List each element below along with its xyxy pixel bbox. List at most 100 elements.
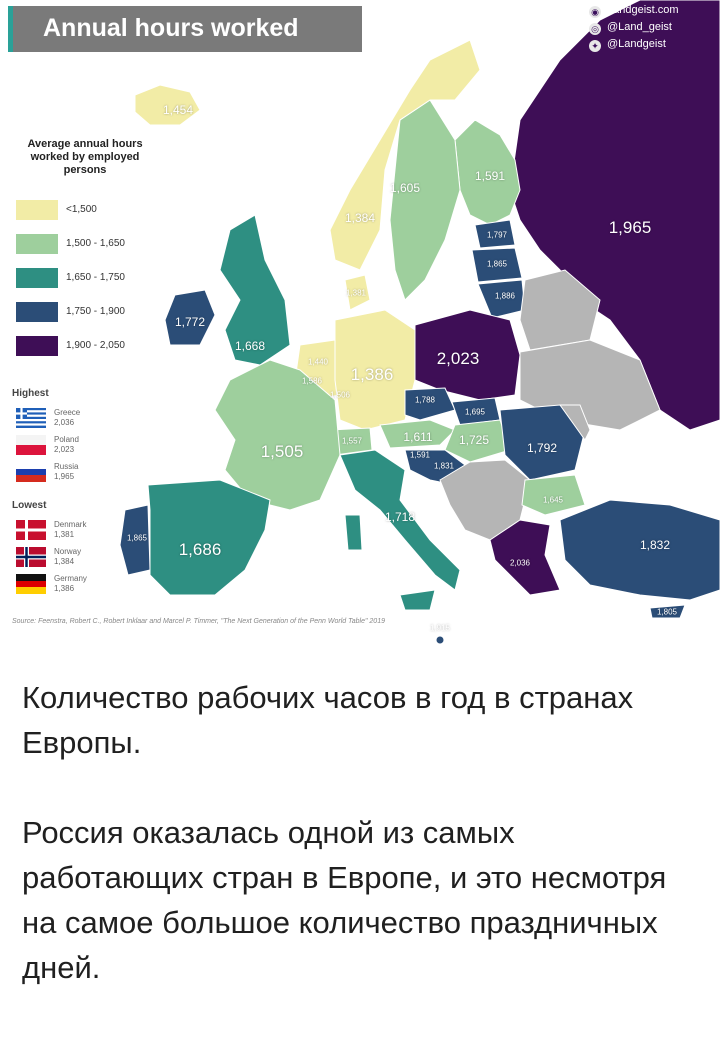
value-finland: 1,591 <box>474 169 506 183</box>
region-germany <box>334 309 416 431</box>
value-belgium: 1,586 <box>301 376 323 386</box>
value-romania: 1,792 <box>526 441 558 455</box>
legend-item: 1,750 - 1,900 <box>16 302 176 324</box>
region-cyprus <box>649 604 686 619</box>
caption-line-1: Количество рабочих часов в год в странах… <box>22 680 634 760</box>
instagram-handle: ◎ @Land_geist <box>589 21 714 38</box>
region-portugal <box>119 504 151 576</box>
value-france: 1,505 <box>260 442 304 461</box>
flag-greece-icon <box>16 408 46 428</box>
ranking-label: Russia 1,965 <box>54 462 79 481</box>
region-latvia <box>471 247 523 283</box>
ranking-item: Germany 1,386 <box>16 574 136 600</box>
region-finland <box>454 119 521 226</box>
region-norway <box>329 39 481 271</box>
legend-label: 1,750 - 1,900 <box>66 306 125 317</box>
value-croatia: 1,831 <box>433 461 455 471</box>
website-handle: ◉ Landgeist.com <box>589 4 714 21</box>
map-title: Annual hours worked <box>43 14 299 42</box>
region-austria <box>379 419 456 449</box>
value-estonia: 1,797 <box>486 230 508 240</box>
value-luxembourg: 1,506 <box>329 390 351 400</box>
region-czechia <box>404 387 456 421</box>
map-title-banner: Annual hours worked <box>8 6 362 52</box>
region-ireland <box>164 289 216 346</box>
ranking-label: Greece 2,036 <box>54 408 81 427</box>
europe-map-svg <box>119 0 720 645</box>
region-denmark <box>344 274 371 311</box>
ranking-label: Denmark 1,381 <box>54 520 87 539</box>
source-note: Source: Feenstra, Robert C., Robert Inkl… <box>12 618 385 625</box>
legend-swatch <box>16 302 58 322</box>
value-poland: 2,023 <box>436 349 480 368</box>
region-spain <box>147 479 271 596</box>
value-greece: 2,036 <box>509 558 531 568</box>
region-sweden <box>389 99 461 301</box>
ranking-item: Greece 2,036 <box>16 408 136 434</box>
legend-label: <1,500 <box>66 204 97 215</box>
legend-label: 1,650 - 1,750 <box>66 272 125 283</box>
legend-swatch <box>16 268 58 288</box>
value-lithuania: 1,886 <box>494 291 516 301</box>
ranking-item: Poland 2,023 <box>16 435 136 461</box>
value-germany: 1,386 <box>350 365 394 384</box>
legend-title: Average annual hours worked by employed … <box>27 138 143 176</box>
twitter-handle: ✦ @Landgeist <box>589 38 714 55</box>
region-france <box>214 359 341 511</box>
value-slovenia: 1,591 <box>409 450 431 460</box>
value-sweden: 1,605 <box>389 181 421 195</box>
legend-swatch <box>16 234 58 254</box>
region-greece <box>489 519 561 596</box>
value-uk: 1,668 <box>234 339 266 353</box>
value-spain: 1,686 <box>178 540 222 559</box>
value-netherlands: 1,440 <box>307 357 329 367</box>
region-turkey <box>559 499 720 601</box>
value-switzerland: 1,557 <box>341 436 363 446</box>
ranking-item: Norway 1,384 <box>16 547 136 573</box>
value-russia: 1,965 <box>608 218 652 237</box>
value-austria: 1,611 <box>403 430 433 444</box>
value-cyprus: 1,805 <box>656 607 678 617</box>
choropleth-map: Annual hours worked ◉ Landgeist.com ◎ @Lan… <box>8 0 720 645</box>
legend-label: 1,500 - 1,650 <box>66 238 125 249</box>
value-portugal: 1,865 <box>126 533 148 543</box>
flag-denmark-icon <box>16 520 46 540</box>
region-malta <box>435 635 445 645</box>
legend-label: 1,900 - 2,050 <box>66 340 125 351</box>
value-norway: 1,384 <box>344 211 376 225</box>
ranking-item: Russia 1,965 <box>16 462 136 488</box>
region-iceland <box>134 84 201 126</box>
region-bulgaria <box>521 474 586 516</box>
post-caption: Количество рабочих часов в год в странах… <box>22 675 702 990</box>
value-ireland: 1,772 <box>174 315 206 329</box>
region-italy <box>339 449 461 591</box>
value-iceland: 1,454 <box>162 103 194 117</box>
ranking-label: Germany 1,386 <box>54 574 87 593</box>
flag-russia-icon <box>16 462 46 482</box>
value-latvia: 1,865 <box>486 259 508 269</box>
ranking-item: Denmark 1,381 <box>16 520 136 546</box>
instagram-icon: ◎ <box>589 23 601 35</box>
region-poland <box>414 309 521 401</box>
region-moldova <box>559 404 591 441</box>
value-bulgaria: 1,645 <box>542 495 564 505</box>
value-hungary: 1,725 <box>458 433 490 447</box>
globe-icon: ◉ <box>589 6 601 18</box>
value-denmark: 1,381 <box>345 288 367 298</box>
legend-item: 1,500 - 1,650 <box>16 234 176 256</box>
legend-item: 1,650 - 1,750 <box>16 268 176 290</box>
legend-lowest-label: Lowest <box>12 500 47 511</box>
value-czechia: 1,788 <box>414 395 436 405</box>
region-estonia <box>474 219 516 249</box>
value-malta: 1,915 <box>429 623 451 633</box>
legend-item: <1,500 <box>16 200 176 222</box>
legend-swatch <box>16 200 58 220</box>
region-hungary <box>444 419 511 463</box>
caption-line-2: Россия оказалась одной из самых работающ… <box>22 815 667 985</box>
value-turkey: 1,832 <box>639 538 671 552</box>
region-sicily <box>399 589 436 611</box>
legend-swatch <box>16 336 58 356</box>
flag-germany-icon <box>16 574 46 594</box>
ranking-label: Norway 1,384 <box>54 547 82 566</box>
ranking-label: Poland 2,023 <box>54 435 79 454</box>
